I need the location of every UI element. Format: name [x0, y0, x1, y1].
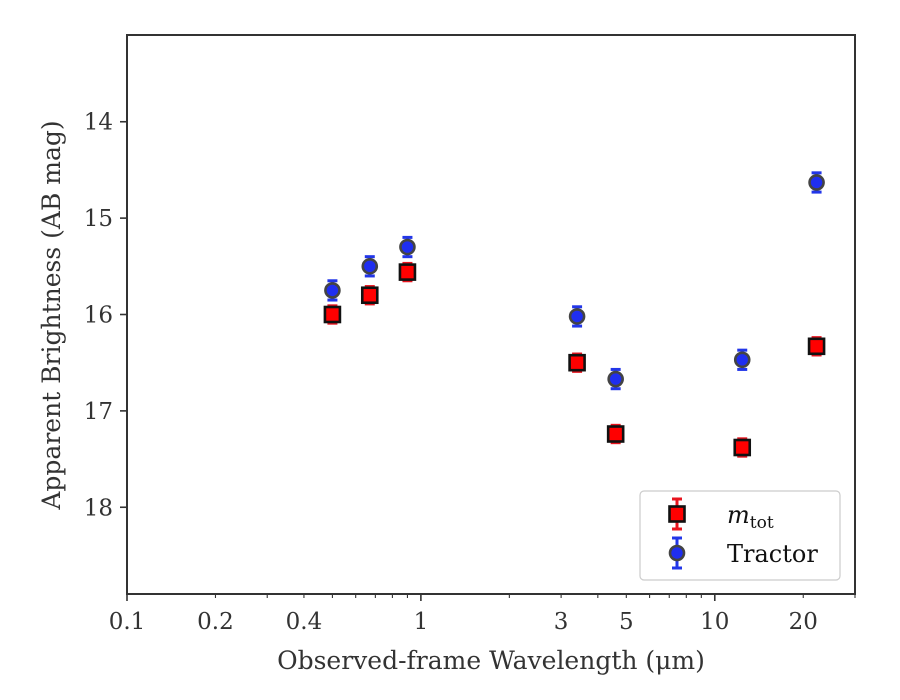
- data-point: [807, 336, 826, 357]
- data-point: [568, 352, 586, 373]
- x-tick-label: 20: [789, 609, 818, 635]
- y-axis-label: Apparent Brightness (AB mag): [37, 120, 66, 510]
- data-point: [733, 437, 752, 458]
- data-point: [324, 279, 341, 302]
- square-marker: [668, 505, 686, 523]
- x-tick-label: 5: [619, 609, 634, 635]
- square-marker: [323, 305, 342, 324]
- data-point: [606, 423, 625, 445]
- circle-marker: [361, 258, 379, 275]
- circle-marker: [399, 238, 416, 256]
- data-point: [398, 261, 417, 283]
- y-tick-label: 18: [84, 495, 113, 521]
- x-tick-label: 1: [414, 609, 429, 635]
- y-tick-label: 15: [84, 206, 113, 232]
- x-axis-label: Observed-frame Wavelength (μm): [277, 646, 705, 675]
- square-marker: [807, 337, 826, 356]
- legend-marker: [668, 497, 686, 531]
- data-point: [399, 235, 416, 259]
- legend-marker: [668, 536, 686, 570]
- square-marker: [398, 263, 417, 281]
- data-point: [733, 348, 751, 371]
- plot-frame: [126, 34, 856, 595]
- circle-marker: [568, 308, 586, 325]
- x-tick-label: 0.2: [197, 609, 234, 635]
- circle-marker: [668, 544, 686, 562]
- circle-marker: [607, 370, 624, 388]
- x-tick-label: 0.4: [286, 609, 323, 635]
- y-tick-label: 14: [84, 110, 113, 136]
- circle-marker: [733, 351, 751, 369]
- data-point: [568, 305, 586, 328]
- legend-box: [639, 490, 841, 581]
- y-axis-ticks: 14 15 16 17 18: [84, 110, 127, 521]
- square-marker: [568, 353, 586, 372]
- square-marker: [606, 425, 625, 443]
- y-tick-label: 16: [84, 303, 113, 329]
- circle-marker: [324, 282, 341, 299]
- legend-label: mtot: [727, 501, 774, 533]
- y-tick-label: 17: [84, 399, 113, 425]
- square-marker: [360, 286, 379, 305]
- x-axis-ticks: 0.1 0.2 0.4 1 3 5 10 20: [109, 594, 856, 635]
- x-tick-label: 3: [554, 609, 569, 635]
- data-point: [360, 285, 379, 306]
- series-1: [324, 171, 825, 391]
- circle-marker: [808, 174, 825, 191]
- data-marks: [323, 171, 826, 458]
- square-marker: [733, 438, 752, 457]
- data-point: [323, 304, 342, 325]
- legend-label: Tractor: [727, 540, 818, 568]
- legend: mtot Tractor: [639, 490, 841, 581]
- x-tick-label: 10: [700, 609, 729, 635]
- data-point: [607, 367, 624, 391]
- data-point: [808, 171, 825, 194]
- series-0: [323, 261, 826, 458]
- x-tick-label: 0.1: [109, 609, 146, 635]
- data-point: [361, 255, 379, 278]
